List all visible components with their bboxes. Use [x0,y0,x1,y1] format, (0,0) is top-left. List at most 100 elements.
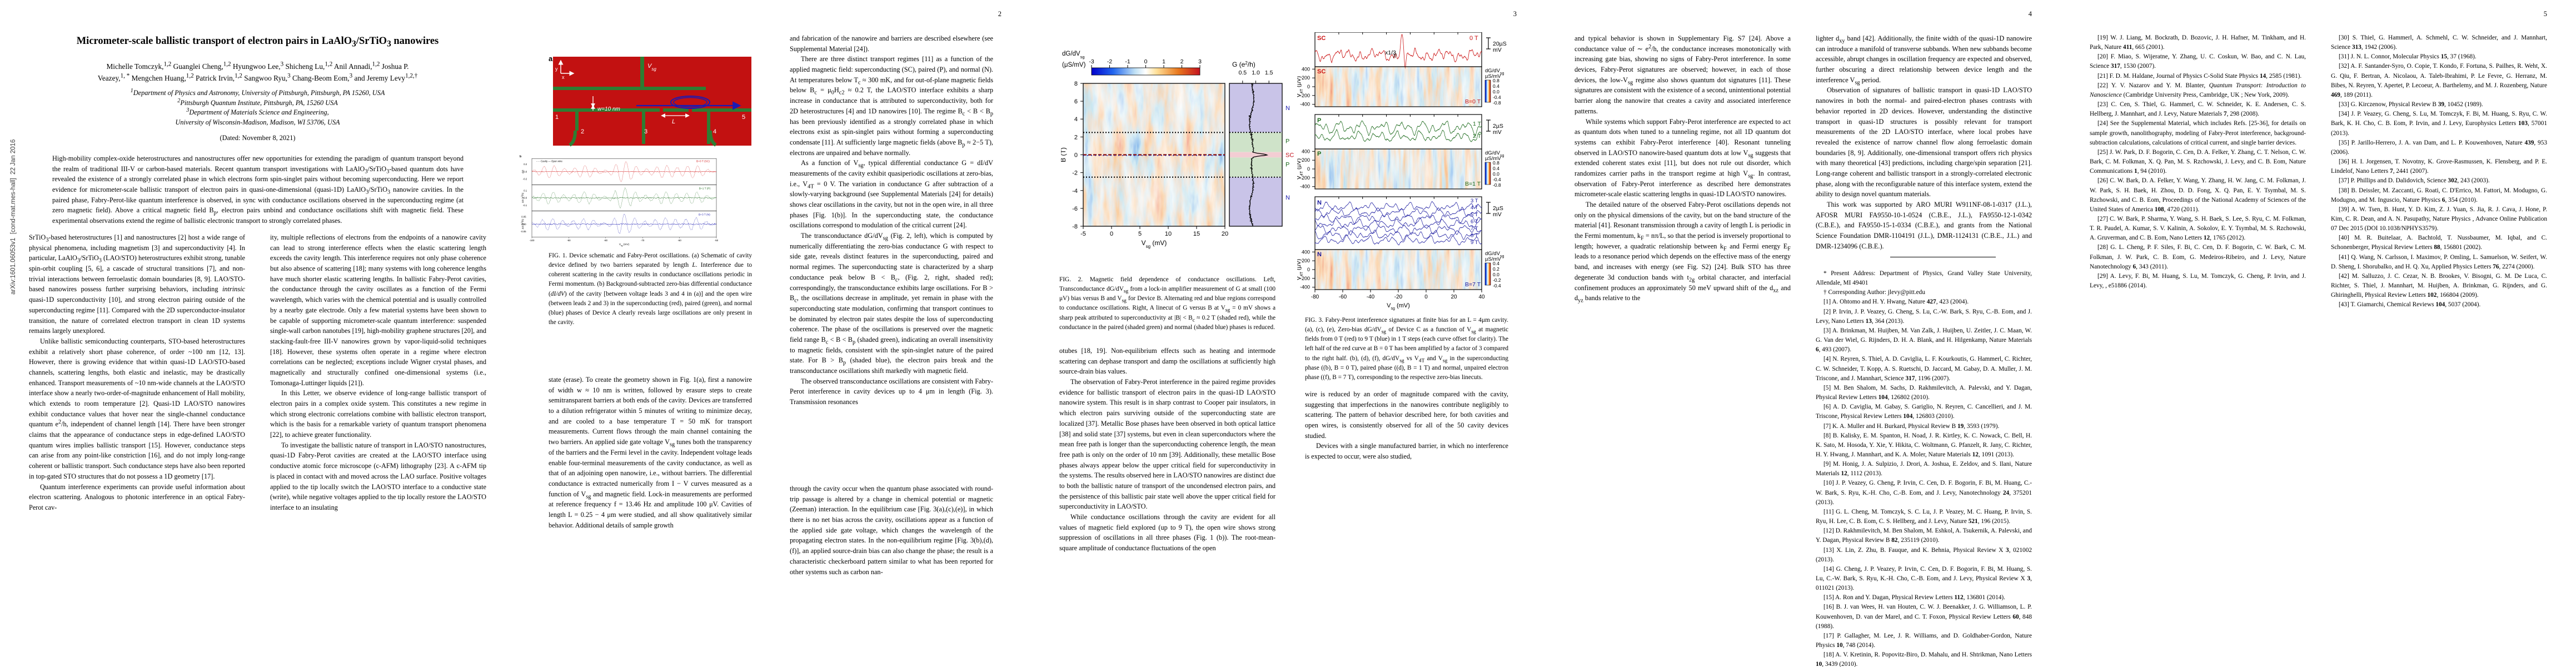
svg-text:9 T: 9 T [1471,240,1478,246]
svg-text:B=1 T (P): B=1 T (P) [699,187,711,190]
svg-text:x: x [562,74,565,80]
svg-text:-6: -6 [1072,206,1078,212]
svg-text:0.0: 0.0 [1493,89,1499,94]
svg-text:8 T: 8 T [1471,233,1478,239]
svg-text:-60: -60 [1339,294,1347,300]
svg-text:0.2: 0.2 [524,163,527,166]
svg-text:mV: mV [1493,129,1502,136]
svg-text:0.0: 0.0 [1493,272,1499,277]
svg-text:-400: -400 [1300,102,1310,107]
svg-text:-4: -4 [1072,188,1078,195]
svg-text:-0.1: -0.1 [523,204,527,207]
svg-text://: // [1393,53,1397,59]
svg-text:0.2: 0.2 [1493,266,1499,272]
svg-text:-50: -50 [715,239,719,242]
svg-text:-40: -40 [1367,294,1375,300]
svg-text:- - - Cavity — Open wire: - - - Cavity — Open wire [536,160,562,163]
svg-text:2: 2 [1180,58,1184,65]
svg-text:dG/dVsg: dG/dVsg [1062,51,1085,59]
svg-text:mV: mV [1493,47,1502,53]
svg-text:1: 1 [1162,58,1165,65]
svg-text:2: 2 [1074,134,1078,141]
svg-text:200: 200 [1302,157,1310,163]
svg-text:0: 0 [1424,294,1428,300]
svg-text:-400: -400 [1300,285,1310,290]
svg-text:-90: -90 [567,239,571,242]
svg-text:3 T: 3 T [1471,198,1478,204]
svg-text:0.0: 0.0 [524,170,527,173]
svg-text:N: N [1317,200,1322,206]
svg-text:5: 5 [1138,231,1142,237]
svg-text:mV: mV [1493,211,1502,218]
svg-text:10: 10 [1165,231,1172,237]
svg-text:0.8: 0.8 [1493,78,1499,83]
svg-text:B=7 T: B=7 T [1465,281,1481,288]
svg-text:0.8: 0.8 [1493,160,1499,166]
svg-text:0: 0 [1144,58,1148,65]
svg-text:5: 5 [742,114,745,121]
svg-text:SC: SC [1285,152,1294,159]
svg-text:a: a [549,56,553,63]
svg-text:P: P [1285,161,1289,168]
svg-text:B=0 T: B=0 T [1465,98,1481,105]
svg-text:0.4: 0.4 [1493,261,1499,266]
svg-text:B=0 T (SC): B=0 T (SC) [696,160,710,163]
svg-text:20: 20 [1451,294,1457,300]
svg-text:6 T: 6 T [1471,219,1478,225]
svg-text:ΔG (e2/h): ΔG (e2/h) [521,218,524,229]
svg-text:P: P [1285,138,1289,145]
svg-text:200: 200 [1302,75,1310,81]
svg-text:7 T: 7 T [1471,226,1478,232]
svg-text:2 T: 2 T [1473,133,1482,140]
svg-text:1.0: 1.0 [1252,69,1260,76]
svg-text:4 T: 4 T [1471,205,1478,211]
svg-text:0: 0 [1307,166,1310,172]
svg-text:15: 15 [1193,231,1200,237]
svg-text:20: 20 [1222,231,1228,237]
svg-text:-0.4: -0.4 [1493,283,1501,288]
svg-text:-0.2: -0.2 [1493,277,1501,283]
svg-text:-100: -100 [530,239,535,242]
svg-text:-3: -3 [1089,58,1094,65]
svg-text:-80: -80 [1311,294,1319,300]
svg-text:200: 200 [1302,258,1310,263]
svg-text:0.4: 0.4 [1493,83,1499,89]
svg-text:L: L [672,118,675,125]
svg-text:b: b [520,155,521,158]
svg-text:8: 8 [1074,81,1078,87]
svg-text:4: 4 [1074,116,1078,123]
svg-text:SC: SC [1317,68,1326,75]
svg-text:B (T): B (T) [1061,147,1067,162]
svg-text:Vsg (mV): Vsg (mV) [1387,302,1410,311]
svg-text:N: N [1317,251,1322,258]
svg-text:P: P [1317,151,1321,157]
svg-text:B=3 T (N): B=3 T (N) [699,213,710,217]
svg-text:400: 400 [1302,249,1310,255]
svg-text:400: 400 [1302,66,1310,72]
svg-text:0.05: 0.05 [521,216,526,218]
svg-text:1: 1 [555,114,559,121]
svg-text:-0.4: -0.4 [1493,177,1501,182]
svg-text:N: N [1285,195,1290,201]
svg-text:-0.8: -0.8 [1493,100,1501,106]
svg-text:G (e2/h): G (e2/h) [1232,61,1255,69]
svg-text:0 T: 0 T [1469,35,1478,42]
svg-text:-0.4: -0.4 [1493,94,1501,100]
svg-text:-5: -5 [1080,231,1086,237]
svg-text:P: P [1317,117,1321,124]
svg-text:y: y [555,66,558,72]
svg-text:-0.8: -0.8 [1493,182,1501,188]
svg-text:(μS/mV): (μS/mV) [1062,62,1086,68]
svg-text:-2: -2 [1107,58,1112,65]
svg-text:0.0: 0.0 [524,197,527,200]
svg-text:400: 400 [1302,148,1310,154]
svg-text:-400: -400 [1300,184,1310,190]
svg-text:-70: -70 [641,239,645,242]
svg-text:0: 0 [1307,84,1310,89]
svg-text:Vsg (mV): Vsg (mV) [619,243,630,247]
svg-text:-2: -2 [1072,170,1078,177]
svg-text:1.5: 1.5 [1265,69,1273,76]
svg-text:w=10 nm: w=10 nm [597,106,620,112]
svg-text:3: 3 [1198,58,1202,65]
svg-text:-0.05: -0.05 [521,230,527,233]
